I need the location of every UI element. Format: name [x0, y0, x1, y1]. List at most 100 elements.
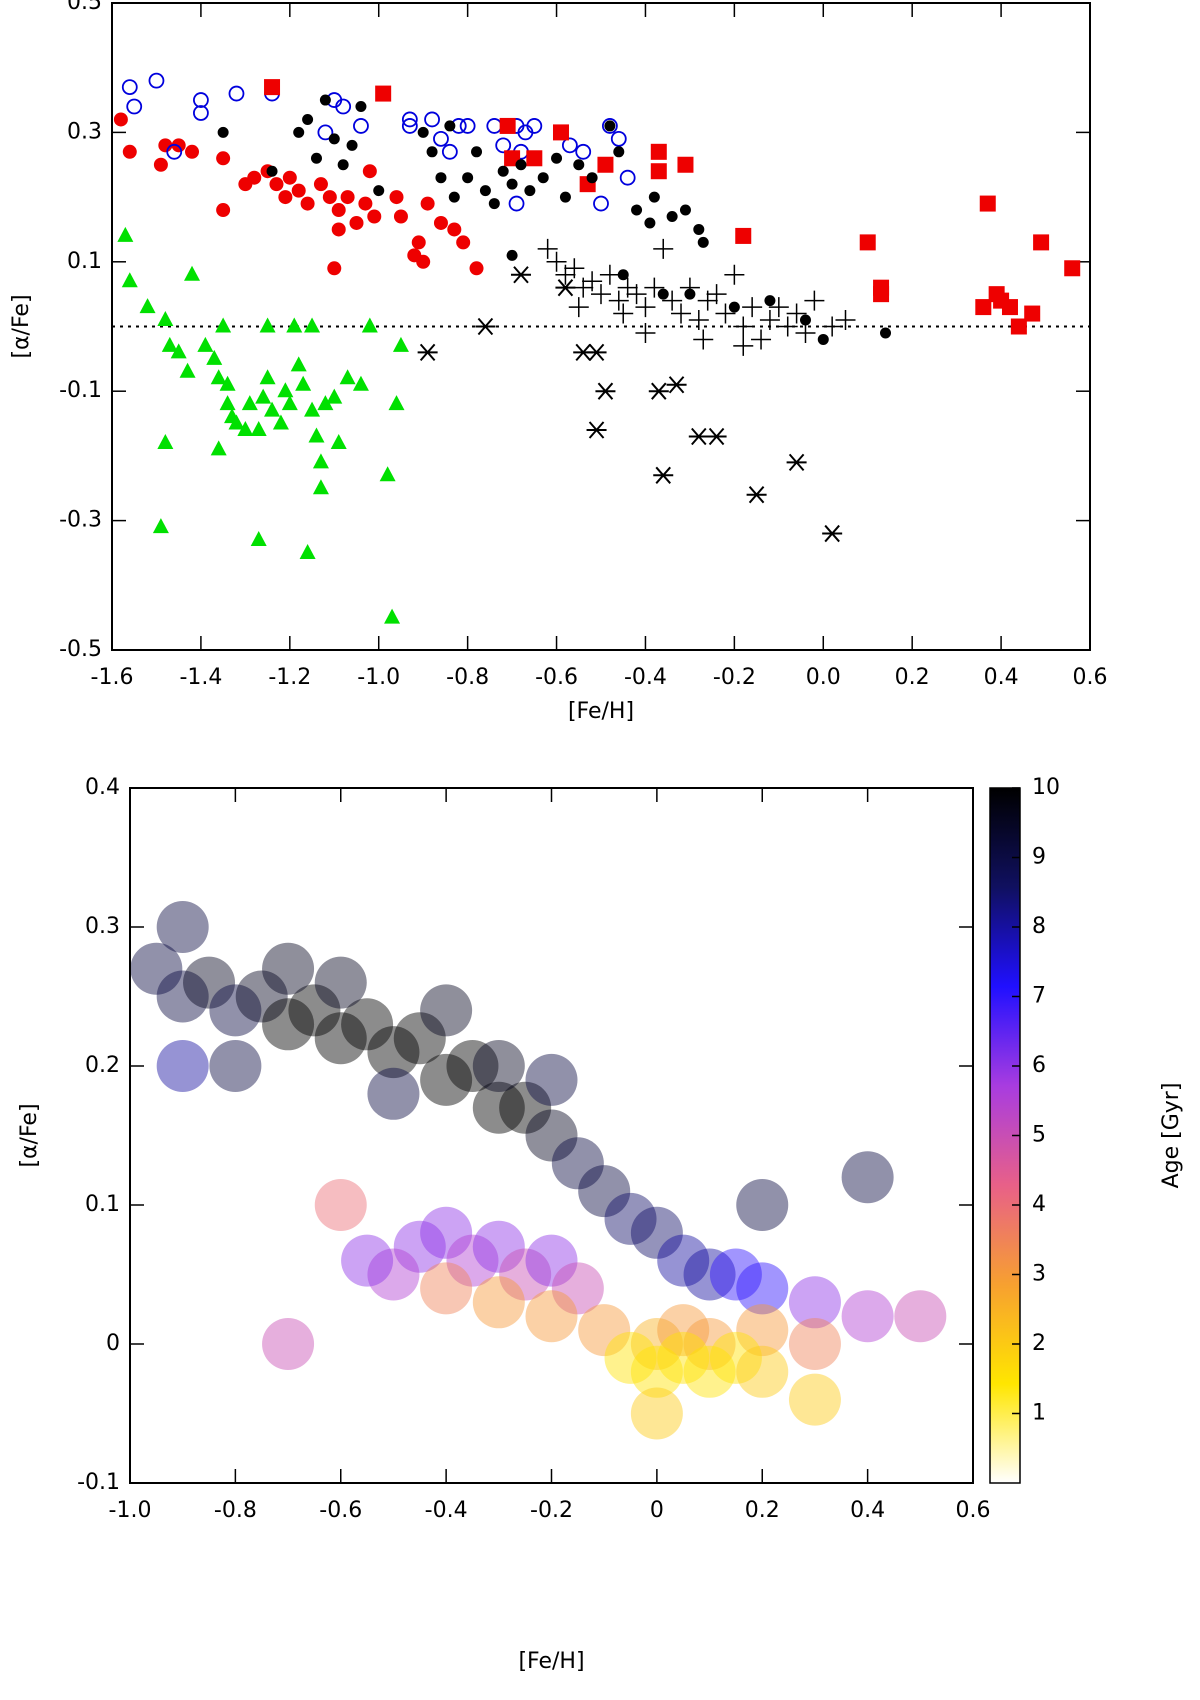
- open-circle-marker: [193, 105, 209, 121]
- density-point: [630, 1345, 683, 1398]
- y-tick-label: 0.4: [85, 775, 120, 800]
- circle-marker: [456, 235, 471, 250]
- triangle-marker: [219, 395, 236, 411]
- open-circle-marker: [335, 98, 352, 115]
- density-point: [420, 984, 473, 1037]
- x-tick-label: -0.8: [446, 665, 489, 690]
- asterisk-marker: [666, 376, 687, 394]
- open-circle-marker: [193, 92, 209, 108]
- density-point: [393, 1220, 446, 1273]
- density-point: [683, 1345, 736, 1398]
- triangle-marker: [206, 349, 223, 365]
- colorbar-tick-label: 6: [1032, 1053, 1046, 1078]
- circle-marker: [331, 203, 346, 218]
- x-tick-label: 0: [650, 1498, 664, 1523]
- density-point: [788, 1276, 841, 1329]
- dot-marker: [666, 211, 678, 223]
- circle-marker: [300, 196, 315, 211]
- asterisk-marker: [555, 279, 576, 297]
- open-circle-marker: [148, 72, 165, 89]
- plus-marker: [768, 297, 789, 318]
- dot-marker: [266, 165, 278, 177]
- density-point: [736, 1345, 789, 1398]
- triangle-marker: [308, 427, 325, 443]
- plus-marker: [537, 238, 558, 259]
- square-marker: [1024, 305, 1041, 322]
- triangle-marker: [139, 298, 156, 314]
- square-marker: [735, 227, 752, 244]
- open-circle-marker: [353, 118, 369, 134]
- open-circle-marker: [575, 143, 592, 160]
- triangle-marker: [250, 421, 267, 437]
- triangle-marker: [304, 317, 321, 333]
- open-circle-marker: [601, 118, 618, 134]
- dot-marker: [479, 185, 491, 197]
- y-tick-label: -0.1: [59, 378, 102, 403]
- circle-marker: [185, 144, 200, 159]
- triangle-marker: [250, 531, 267, 547]
- density-point: [472, 1081, 525, 1134]
- circle-marker: [327, 261, 342, 276]
- density-point: [525, 1109, 578, 1162]
- x-tick-label: -0.2: [713, 665, 756, 690]
- x-tick-label: 0.0: [806, 665, 841, 690]
- square-marker: [650, 163, 667, 180]
- dot-marker: [880, 327, 892, 339]
- density-point: [446, 1040, 499, 1092]
- circle-marker: [469, 261, 484, 276]
- plus-marker: [546, 251, 567, 272]
- plus-marker: [582, 271, 603, 292]
- triangle-marker: [228, 414, 245, 430]
- triangle-marker: [330, 433, 347, 449]
- triangle-marker: [361, 317, 378, 333]
- y-tick-label: 0.3: [85, 914, 120, 939]
- density-point: [683, 1318, 736, 1370]
- density-point: [788, 1373, 841, 1426]
- x-tick-label: -0.6: [319, 1498, 362, 1523]
- open-circle-marker: [424, 111, 440, 128]
- plus-marker: [751, 329, 772, 350]
- x-tick-label: -0.4: [425, 1498, 468, 1523]
- plus-marker: [759, 310, 780, 331]
- density-point: [578, 1165, 631, 1218]
- density-point: [472, 1220, 525, 1273]
- dot-marker: [764, 295, 776, 307]
- plus-marker: [706, 284, 727, 305]
- density-point: [630, 1387, 683, 1440]
- dot-marker: [817, 333, 829, 345]
- dot-marker: [435, 172, 447, 184]
- density-point: [525, 1053, 578, 1106]
- colorbar-tick-label: 2: [1032, 1331, 1046, 1356]
- triangle-marker: [152, 518, 169, 534]
- dot-marker: [328, 133, 340, 145]
- square-marker: [979, 195, 996, 212]
- circle-marker: [433, 215, 448, 230]
- triangle-marker: [281, 395, 298, 411]
- triangle-marker: [157, 311, 174, 327]
- density-point: [788, 1318, 841, 1370]
- density-point: [130, 942, 183, 995]
- circle-marker: [291, 183, 306, 198]
- y-axis-label: [α/Fe]: [9, 294, 34, 358]
- triangle-marker: [384, 608, 401, 624]
- density-point: [736, 1262, 789, 1315]
- colorbar-label: Age [Gyr]: [1159, 1083, 1184, 1189]
- dot-marker: [448, 191, 460, 203]
- density-point: [604, 1331, 657, 1384]
- triangle-marker: [161, 336, 178, 352]
- circle-marker: [322, 190, 337, 205]
- circle-marker: [393, 209, 408, 224]
- density-point: [314, 1012, 367, 1065]
- colorbar-tick-label: 1: [1032, 1401, 1046, 1426]
- open-circle-marker: [121, 79, 138, 96]
- dot-marker: [515, 159, 527, 171]
- density-point: [657, 1304, 710, 1357]
- square-marker: [526, 150, 543, 167]
- dot-marker: [417, 126, 429, 138]
- triangle-marker: [352, 375, 369, 391]
- open-circle-marker: [508, 195, 525, 212]
- density-point: [709, 1331, 762, 1384]
- plus-marker: [679, 277, 700, 298]
- density-point: [235, 970, 288, 1023]
- density-point: [262, 998, 315, 1051]
